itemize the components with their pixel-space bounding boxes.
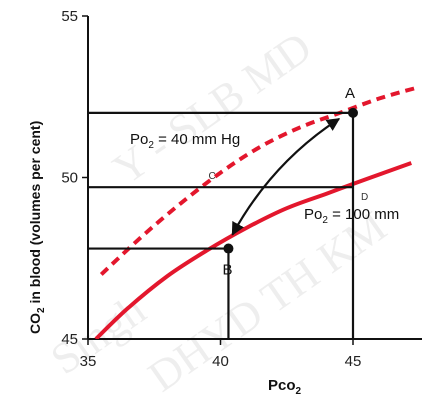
y-tick-label: 45: [61, 331, 78, 348]
label-po2-40: Po2 = 40 mm Hg: [130, 131, 240, 151]
point-c-label: C: [209, 171, 216, 182]
y-axis-label: CO2 in blood (volumes per cent): [27, 121, 47, 334]
x-tick-label: 40: [212, 353, 229, 370]
x-tick-label: 45: [345, 353, 362, 370]
point-a-label: A: [345, 85, 355, 102]
transition-arrow: [231, 117, 341, 236]
watermark-line-3: DHYD TH KM: [140, 202, 396, 400]
y-ticks: 45 50 55: [61, 8, 88, 348]
series-line-po2-40: [99, 85, 420, 276]
reference-lines: [88, 111, 355, 339]
label-po2-100: Po2 = 100 mm: [304, 206, 399, 226]
point-b-marker: [223, 243, 234, 254]
x-axis-label: Pco2: [268, 377, 302, 397]
y-tick-label: 55: [61, 8, 78, 25]
point-b-label: B: [222, 262, 232, 279]
point-markers: A B C D: [209, 85, 369, 279]
watermark-line-2: Y - SLB MD: [104, 22, 320, 194]
x-tick-label: 35: [80, 353, 97, 370]
point-d-label: D: [361, 192, 368, 203]
x-ticks: 35 40 45: [80, 339, 362, 370]
y-tick-label: 50: [61, 170, 78, 187]
point-a-marker: [348, 107, 358, 118]
